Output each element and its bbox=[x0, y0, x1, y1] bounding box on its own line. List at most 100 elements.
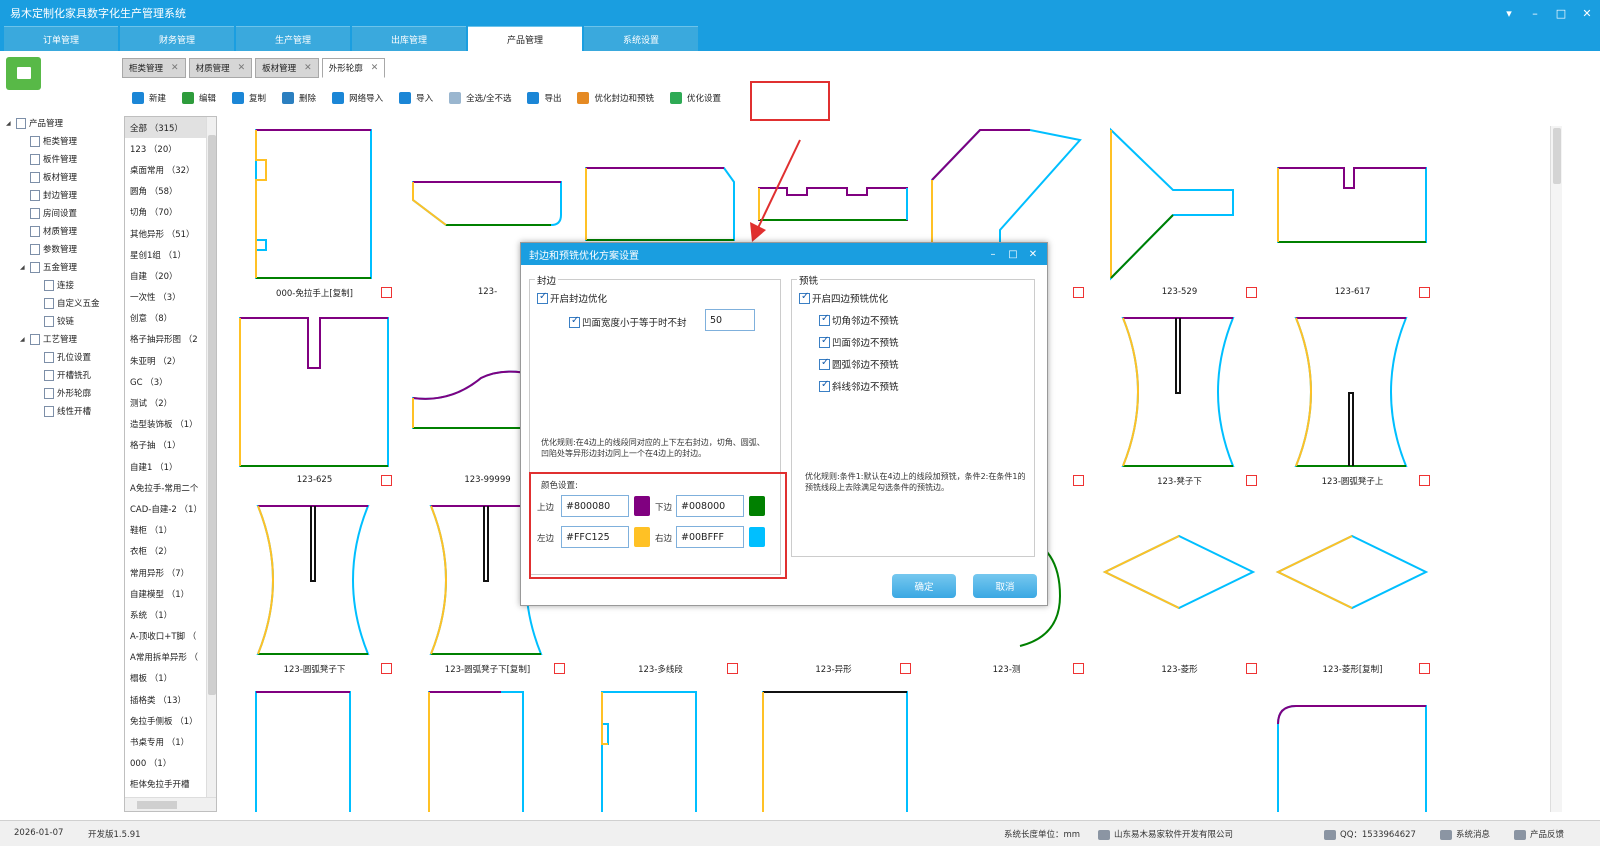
cancel-button[interactable]: 取消 bbox=[973, 574, 1037, 598]
shape-card[interactable]: 123-凳子下 bbox=[1093, 308, 1266, 493]
bottom-color-swatch[interactable] bbox=[749, 496, 765, 516]
shape-card[interactable]: 123-529 bbox=[1093, 120, 1266, 305]
tree-item[interactable]: 铰链 bbox=[6, 312, 118, 330]
tree-item[interactable]: 外形轮廓 bbox=[6, 384, 118, 402]
scroll-thumb[interactable] bbox=[1553, 128, 1561, 184]
gallery-scrollbar[interactable] bbox=[1550, 126, 1562, 812]
tree-item[interactable]: ◢ 五金管理 bbox=[6, 258, 118, 276]
nav-tab-outbound[interactable]: 出库管理 bbox=[352, 26, 466, 51]
shape-card[interactable]: 123-菱形 bbox=[1093, 496, 1266, 681]
tree-item[interactable]: 开槽铣孔 bbox=[6, 366, 118, 384]
category-item[interactable]: 星创1组 （1） bbox=[130, 250, 187, 261]
concave-edge-checkbox[interactable]: 凹面宽度小于等于时不封 bbox=[569, 315, 687, 329]
select-checkbox[interactable] bbox=[1246, 287, 1257, 298]
category-item[interactable]: 朱亚明 （2） bbox=[130, 356, 181, 367]
minimize-icon[interactable]: – bbox=[1532, 6, 1538, 20]
top-color-input[interactable]: #800080 bbox=[561, 495, 629, 517]
tree-item[interactable]: 材质管理 bbox=[6, 222, 118, 240]
tree-item[interactable]: ◢ 工艺管理 bbox=[6, 330, 118, 348]
toolbar-button[interactable]: 复制 bbox=[224, 86, 274, 110]
minimize-icon[interactable]: – bbox=[990, 248, 996, 260]
maximize-icon[interactable]: □ bbox=[1008, 248, 1018, 260]
nav-tab-orders[interactable]: 订单管理 bbox=[4, 26, 118, 51]
category-item[interactable]: 000 （1） bbox=[130, 759, 172, 770]
toolbar-button[interactable]: 新建 bbox=[124, 86, 174, 110]
select-checkbox[interactable] bbox=[1419, 475, 1430, 486]
doc-tab-active[interactable]: 外形轮廓 ✕ bbox=[321, 58, 386, 78]
category-item[interactable]: 自建模型 （1） bbox=[130, 589, 190, 600]
close-tab-icon[interactable]: ✕ bbox=[171, 63, 179, 73]
category-item[interactable]: A-顶收口+T脚 （ bbox=[130, 632, 197, 643]
tree-item[interactable]: 板件管理 bbox=[6, 150, 118, 168]
select-checkbox[interactable] bbox=[381, 663, 392, 674]
tree-item[interactable]: 板材管理 bbox=[6, 168, 118, 186]
checkbox-box[interactable] bbox=[819, 379, 830, 392]
shape-card[interactable]: 123-异形 bbox=[747, 496, 920, 681]
select-checkbox[interactable] bbox=[900, 663, 911, 674]
close-tab-icon[interactable]: ✕ bbox=[304, 63, 312, 73]
shape-card[interactable]: 123-圆弧凳子下 bbox=[228, 496, 401, 681]
mill-option-checkbox[interactable]: 圆弧邻边不预铣 bbox=[819, 357, 899, 371]
category-item[interactable]: 榻板 （1） bbox=[130, 674, 173, 685]
select-checkbox[interactable] bbox=[1419, 287, 1430, 298]
expander-icon[interactable]: ◢ bbox=[20, 335, 25, 343]
category-item[interactable]: 免拉手侧板 （1） bbox=[130, 716, 198, 727]
select-checkbox[interactable] bbox=[554, 663, 565, 674]
dropdown-icon[interactable]: ▾ bbox=[1506, 6, 1512, 20]
tree-item[interactable]: 线性开槽 bbox=[6, 402, 118, 420]
category-item[interactable]: 造型装饰板 （1） bbox=[130, 420, 198, 431]
status-feedback[interactable]: 产品反馈 bbox=[1514, 828, 1564, 840]
ok-button[interactable]: 确定 bbox=[892, 574, 956, 598]
concave-width-input[interactable]: 50 bbox=[705, 309, 755, 331]
checkbox-box[interactable] bbox=[537, 291, 548, 304]
scroll-thumb[interactable] bbox=[208, 135, 216, 695]
select-checkbox[interactable] bbox=[1246, 475, 1257, 486]
mill-option-checkbox[interactable]: 凹面邻边不预铣 bbox=[819, 335, 899, 349]
tree-item[interactable]: 封边管理 bbox=[6, 186, 118, 204]
category-item[interactable]: GC （3） bbox=[130, 377, 168, 388]
right-color-swatch[interactable] bbox=[749, 527, 765, 547]
select-checkbox[interactable] bbox=[1419, 663, 1430, 674]
category-item[interactable]: 一次性 （3） bbox=[130, 293, 181, 304]
checkbox-box[interactable] bbox=[819, 335, 830, 348]
category-item[interactable]: 柜体免拉手开槽 bbox=[130, 780, 190, 791]
tree-item[interactable]: 柜类管理 bbox=[6, 132, 118, 150]
toolbar-button[interactable]: 网络导入 bbox=[324, 86, 391, 110]
left-color-input[interactable]: #FFC125 bbox=[561, 526, 629, 548]
tree-item[interactable]: 房间设置 bbox=[6, 204, 118, 222]
expander-icon[interactable]: ◢ bbox=[20, 263, 25, 271]
checkbox-box[interactable] bbox=[819, 313, 830, 326]
right-color-input[interactable]: #00BFFF bbox=[676, 526, 744, 548]
category-item[interactable]: A常用拆单异形 （ bbox=[130, 653, 199, 664]
shape-card[interactable]: 123-625 bbox=[228, 308, 401, 493]
nav-tab-production[interactable]: 生产管理 bbox=[236, 26, 350, 51]
shape-card[interactable]: 123-多线段 bbox=[574, 496, 747, 681]
shape-card[interactable] bbox=[920, 308, 1093, 493]
shape-card[interactable]: 123-菱形[复制] bbox=[1266, 496, 1439, 681]
category-item[interactable]: 圆角 （58） bbox=[130, 187, 178, 198]
nav-tab-product[interactable]: 产品管理 bbox=[468, 26, 582, 51]
toolbar-button[interactable]: 导入 bbox=[391, 86, 441, 110]
shape-card[interactable] bbox=[401, 684, 574, 812]
category-item[interactable]: 123 （20） bbox=[130, 144, 177, 155]
category-item[interactable]: 书桌专用 （1） bbox=[130, 738, 190, 749]
category-item[interactable]: 格子抽 （1） bbox=[130, 441, 181, 452]
close-tab-icon[interactable]: ✕ bbox=[370, 63, 379, 73]
close-tab-icon[interactable]: ✕ bbox=[237, 63, 246, 73]
tree-item[interactable]: 参数管理 bbox=[6, 240, 118, 258]
checkbox-box[interactable] bbox=[569, 315, 580, 328]
category-item[interactable]: 格子抽异形图 （2 bbox=[130, 335, 198, 346]
category-item[interactable]: 系统 （1） bbox=[130, 610, 173, 621]
scroll-thumb[interactable] bbox=[137, 801, 177, 809]
status-messages[interactable]: 系统消息 bbox=[1440, 828, 1490, 840]
toolbar-button[interactable]: 删除 bbox=[274, 86, 324, 110]
category-item[interactable]: 其他异形 （51） bbox=[130, 229, 195, 240]
category-item[interactable]: 插格类 （13） bbox=[130, 695, 187, 706]
enable-edge-checkbox[interactable]: 开启封边优化 bbox=[537, 291, 607, 305]
tree-item[interactable]: 孔位设置 bbox=[6, 348, 118, 366]
select-checkbox[interactable] bbox=[1246, 663, 1257, 674]
shape-card[interactable] bbox=[228, 684, 401, 812]
doc-tab[interactable]: 板材管理 ✕ bbox=[255, 58, 319, 78]
shape-card[interactable] bbox=[574, 684, 747, 812]
category-item[interactable]: 自建 （20） bbox=[130, 271, 178, 282]
